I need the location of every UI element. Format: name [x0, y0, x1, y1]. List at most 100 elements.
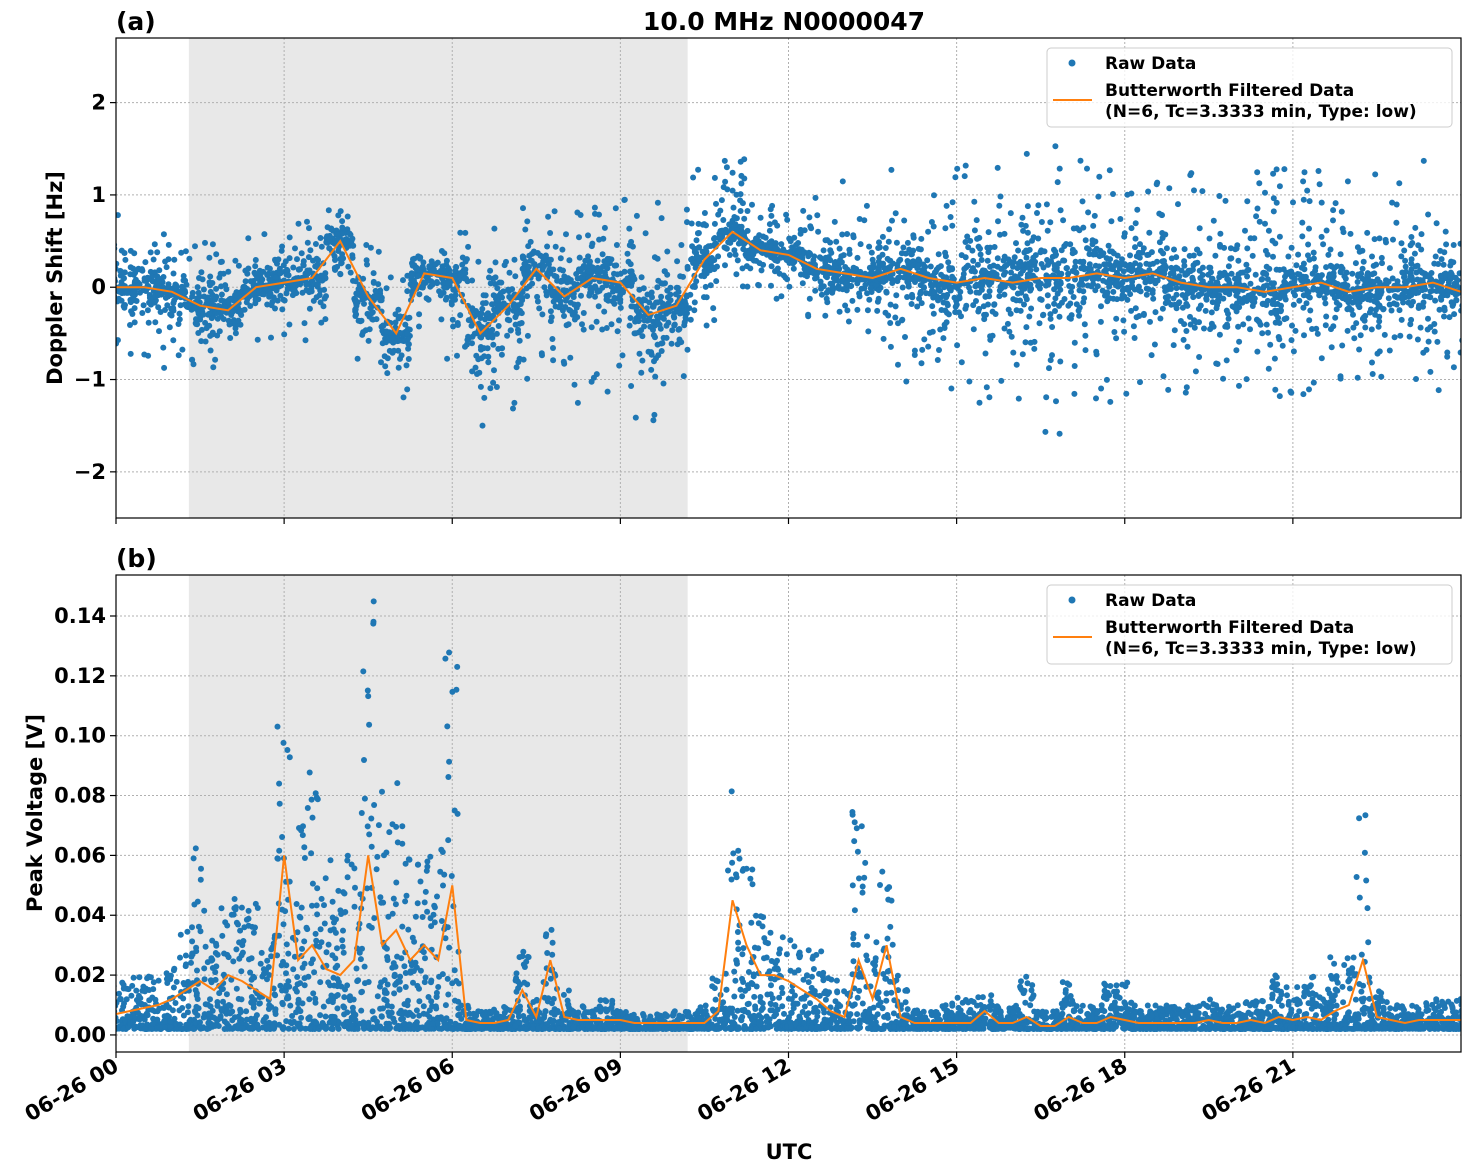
raw-data-point: [1011, 259, 1017, 265]
raw-data-point: [104, 247, 110, 253]
raw-data-point: [1107, 167, 1113, 173]
raw-data-point: [512, 273, 518, 279]
raw-data-point: [737, 197, 743, 203]
raw-data-point: [566, 257, 572, 263]
raw-data-point: [1397, 333, 1403, 339]
raw-data-point: [401, 394, 407, 400]
raw-data-point: [520, 205, 526, 211]
raw-data-point: [1339, 209, 1345, 215]
raw-data-point: [617, 299, 623, 305]
raw-data-point: [179, 1005, 185, 1011]
raw-data-point: [1035, 236, 1041, 242]
raw-data-point: [918, 236, 924, 242]
raw-data-point: [481, 345, 487, 351]
raw-data-point: [978, 252, 984, 258]
raw-data-point: [904, 294, 910, 300]
raw-data-point: [121, 303, 127, 309]
raw-data-point: [1330, 207, 1336, 213]
raw-data-point: [177, 311, 183, 317]
raw-data-point: [1338, 373, 1344, 379]
raw-data-point: [1052, 249, 1058, 255]
raw-data-point: [1392, 334, 1398, 340]
raw-data-point: [1173, 254, 1179, 260]
raw-data-point: [857, 277, 863, 283]
raw-data-point: [753, 236, 759, 242]
raw-data-point: [1107, 399, 1113, 405]
legend-raw-marker: [1069, 60, 1076, 67]
raw-data-point: [1291, 348, 1297, 354]
raw-data-point: [1424, 347, 1430, 353]
raw-data-point: [191, 855, 197, 861]
raw-data-point: [359, 332, 365, 338]
raw-data-point: [1369, 360, 1375, 366]
raw-data-point: [1160, 250, 1166, 256]
raw-data-point: [1265, 330, 1271, 336]
raw-data-point: [279, 244, 285, 250]
raw-data-point: [938, 263, 944, 269]
raw-data-point: [953, 304, 959, 310]
raw-data-point: [1338, 251, 1344, 257]
raw-data-point: [975, 309, 981, 315]
raw-data-point: [1165, 293, 1171, 299]
raw-data-point: [473, 365, 479, 371]
raw-data-point: [353, 291, 359, 297]
raw-data-point: [409, 272, 415, 278]
raw-data-point: [155, 1008, 161, 1014]
raw-data-point: [1224, 357, 1230, 363]
raw-data-point: [919, 300, 925, 306]
raw-data-point: [1080, 288, 1086, 294]
raw-data-point: [643, 230, 649, 236]
raw-data-point: [457, 277, 463, 283]
raw-data-point: [486, 275, 492, 281]
raw-data-point: [1097, 248, 1103, 254]
raw-data-point: [499, 352, 505, 358]
raw-data-point: [786, 284, 792, 290]
raw-data-point: [1023, 324, 1029, 330]
raw-data-point: [1323, 314, 1329, 320]
raw-data-point: [1206, 265, 1212, 271]
raw-data-point: [774, 296, 780, 302]
raw-data-point: [195, 899, 201, 905]
raw-data-point: [384, 285, 390, 291]
raw-data-point: [837, 309, 843, 315]
raw-data-point: [1039, 297, 1045, 303]
raw-data-point: [367, 314, 373, 320]
raw-data-point: [867, 265, 873, 271]
raw-data-point: [1418, 247, 1424, 253]
raw-data-point: [213, 977, 219, 983]
raw-data-point: [1304, 188, 1310, 194]
raw-data-point: [334, 264, 340, 270]
raw-data-point: [945, 259, 951, 265]
raw-data-point: [205, 1002, 211, 1008]
raw-data-point: [338, 208, 344, 214]
raw-data-point: [1171, 296, 1177, 302]
y-tick-label: −2: [74, 460, 106, 484]
raw-data-point: [864, 203, 870, 209]
raw-data-point: [1020, 215, 1026, 221]
raw-data-point: [156, 267, 162, 273]
raw-data-point: [732, 221, 738, 227]
raw-data-point: [1266, 228, 1272, 234]
raw-data-point: [313, 241, 319, 247]
raw-data-point: [496, 323, 502, 329]
raw-data-point: [334, 231, 340, 237]
raw-data-point: [808, 225, 814, 231]
raw-data-point: [1232, 305, 1238, 311]
raw-data-point: [376, 249, 382, 255]
raw-data-point: [564, 279, 570, 285]
raw-data-point: [1290, 199, 1296, 205]
raw-data-point: [219, 292, 225, 298]
raw-data-point: [1275, 315, 1281, 321]
raw-data-point: [880, 261, 886, 267]
raw-data-point: [124, 290, 130, 296]
raw-data-point: [919, 347, 925, 353]
raw-data-point: [1150, 261, 1156, 267]
raw-data-point: [235, 318, 241, 324]
raw-data-point: [1203, 308, 1209, 314]
raw-data-point: [888, 302, 894, 308]
raw-data-point: [658, 294, 664, 300]
raw-data-point: [465, 244, 471, 250]
raw-data-point: [605, 256, 611, 262]
raw-data-point: [1156, 211, 1162, 217]
raw-data-point: [1055, 179, 1061, 185]
